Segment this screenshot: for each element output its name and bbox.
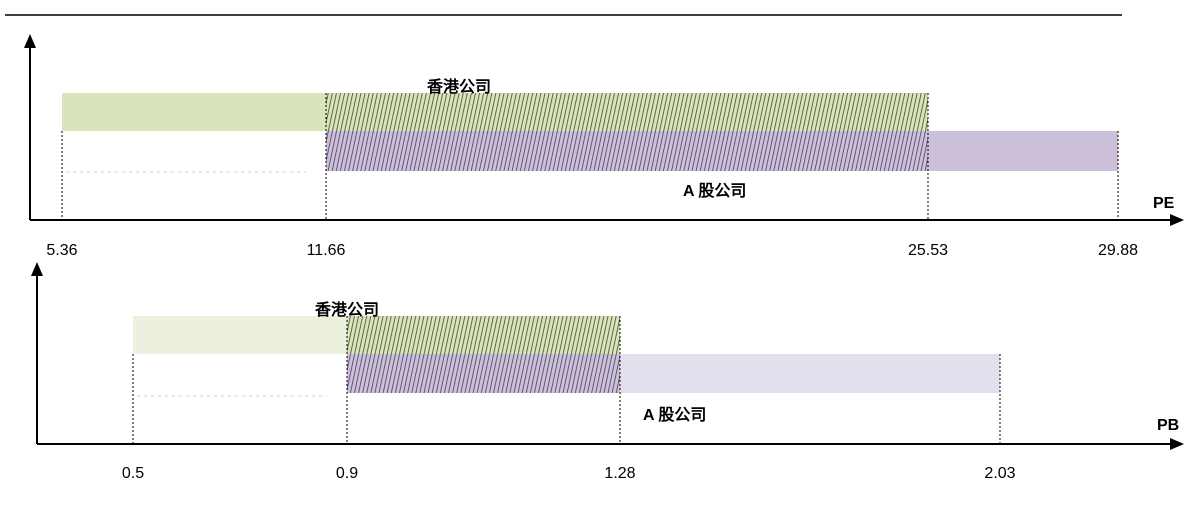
pb-hk-label: 香港公司 <box>314 300 379 319</box>
pb-axis-label: PB <box>1157 417 1179 434</box>
pe-tick-label: 5.36 <box>46 242 77 259</box>
pe-hk-overlap-bar <box>326 93 928 131</box>
pe-x-axis-arrow-icon <box>1170 214 1184 226</box>
pe-a-label: A 股公司 <box>683 182 746 200</box>
pe-tick-label: 29.88 <box>1098 242 1138 259</box>
pb-tick-label: 1.28 <box>604 465 635 482</box>
pb-tick-label: 2.03 <box>984 465 1015 482</box>
pb-a-overlap-bar <box>347 354 620 393</box>
pe-a-overlap-bar <box>326 131 928 171</box>
pe-chart: 香港公司 A 股公司 PE 5.36 11.66 25.53 29.88 <box>24 34 1184 259</box>
pb-hk-overlap-bar <box>347 316 620 354</box>
pb-tick-label: 0.9 <box>336 465 358 482</box>
pe-hk-label: 香港公司 <box>426 77 491 96</box>
pe-tick-label: 11.66 <box>307 242 346 259</box>
pb-x-axis-arrow-icon <box>1170 438 1184 450</box>
pe-tick-label: 25.53 <box>908 242 948 259</box>
pb-y-axis-arrow-icon <box>31 262 43 276</box>
pe-axis-label: PE <box>1153 195 1175 212</box>
pb-tick-label: 0.5 <box>122 465 144 482</box>
pe-y-axis-arrow-icon <box>24 34 36 48</box>
pb-chart: 香港公司 A 股公司 PB 0.5 0.9 1.28 2.03 <box>31 262 1184 482</box>
pb-a-label: A 股公司 <box>643 406 706 424</box>
